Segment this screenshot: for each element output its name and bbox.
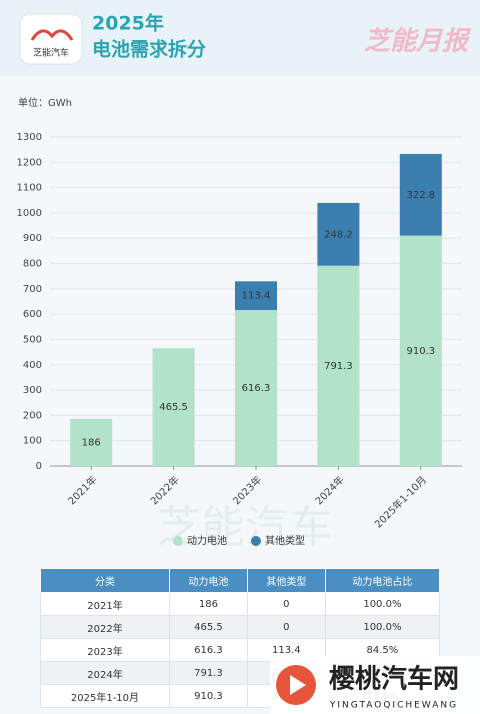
title-line1: 2025年 [92, 12, 164, 35]
watermark: 芝能汽车 [157, 502, 333, 553]
data-label: 465.5 [159, 402, 188, 413]
table-cell: 186 [168, 592, 248, 616]
table-cell: 791.3 [168, 661, 248, 685]
title-line2: 电池需求拆分 [92, 38, 206, 61]
legend-label: 动力电池 [187, 534, 227, 547]
bar-segment [317, 202, 360, 266]
watermark-play [290, 675, 306, 695]
table-row: 2021年 186 0 100.0% [40, 592, 441, 616]
logo-text: 芝能汽车 [33, 47, 69, 59]
bar-segment [235, 310, 277, 466]
table-cell: 0 [246, 592, 326, 616]
y-tick-label: 100 [23, 436, 42, 447]
y-tick-label: 1100 [17, 183, 42, 194]
site-pinyin: YINGTAOQICHEWANG [329, 701, 458, 711]
table-cell: 910.3 [168, 684, 248, 708]
y-tick-label: 400 [23, 360, 42, 371]
table-cell: 2025年1-10月 [40, 684, 170, 708]
bar-segment [399, 153, 442, 236]
data-label: 791.3 [324, 361, 353, 372]
table-cell: 100.0% [324, 615, 441, 639]
bar-segment [399, 235, 442, 466]
column-header: 分类 [40, 568, 170, 593]
table-cell: 2022年 [40, 615, 170, 639]
data-label: 910.3 [406, 346, 435, 357]
column-header: 动力电池 [168, 568, 248, 593]
data-label: 248.2 [324, 229, 353, 240]
logo-icon [30, 29, 74, 41]
x-tick-label: 2025年1-10月 [372, 473, 429, 530]
legend-label: 其他类型 [265, 534, 305, 547]
table-row: 2022年 465.5 0 100.0% [40, 615, 441, 639]
table-cell: 2024年 [40, 661, 170, 685]
y-tick-label: 900 [23, 233, 42, 244]
column-header: 其他类型 [246, 568, 326, 593]
table-row: 2023年 616.3 113.4 84.5% [40, 638, 441, 662]
table-cell: 465.5 [168, 615, 248, 639]
y-tick-label: 700 [23, 284, 42, 295]
y-tick-label: 200 [23, 410, 42, 421]
logo-box [19, 13, 83, 65]
y-tick-label: 500 [23, 334, 42, 345]
bar-segment [70, 418, 113, 466]
table-cell: 2023年 [40, 638, 170, 662]
column-header: 动力电池占比 [324, 568, 441, 593]
unit-label: 单位：GWh [18, 96, 72, 109]
table-header: 分类 动力电池 其他类型 动力电池占比 [40, 568, 441, 593]
legend-swatch [251, 536, 261, 546]
y-tick-label: 1300 [17, 132, 42, 143]
data-label: 186 [82, 437, 101, 448]
x-tick-label: 2021年 [65, 473, 99, 507]
bar-segment [152, 348, 195, 466]
bar-segment [317, 265, 360, 466]
site-watermark: 樱桃汽车网 YINGTAOQICHEWANG [270, 656, 480, 714]
brand: 芝能月报 [364, 27, 472, 57]
table-cell: 2021年 [40, 592, 170, 616]
y-tick-label: 600 [23, 309, 42, 320]
table-cell: 0 [246, 615, 326, 639]
y-tick-label: 1000 [17, 208, 42, 219]
table-cell: 616.3 [168, 638, 248, 662]
table-cell: 100.0% [324, 592, 441, 616]
legend-swatch [173, 536, 183, 546]
site-name: 樱桃汽车网 [329, 664, 459, 695]
data-label: 616.3 [242, 383, 271, 394]
data-label: 113.4 [242, 291, 271, 302]
data-label: 322.8 [406, 190, 435, 201]
y-tick-label: 300 [23, 385, 42, 396]
y-tick-label: 800 [23, 259, 42, 270]
y-tick-label: 1200 [17, 157, 42, 168]
y-tick-label: 0 [36, 461, 42, 472]
bar-segment [235, 281, 277, 311]
